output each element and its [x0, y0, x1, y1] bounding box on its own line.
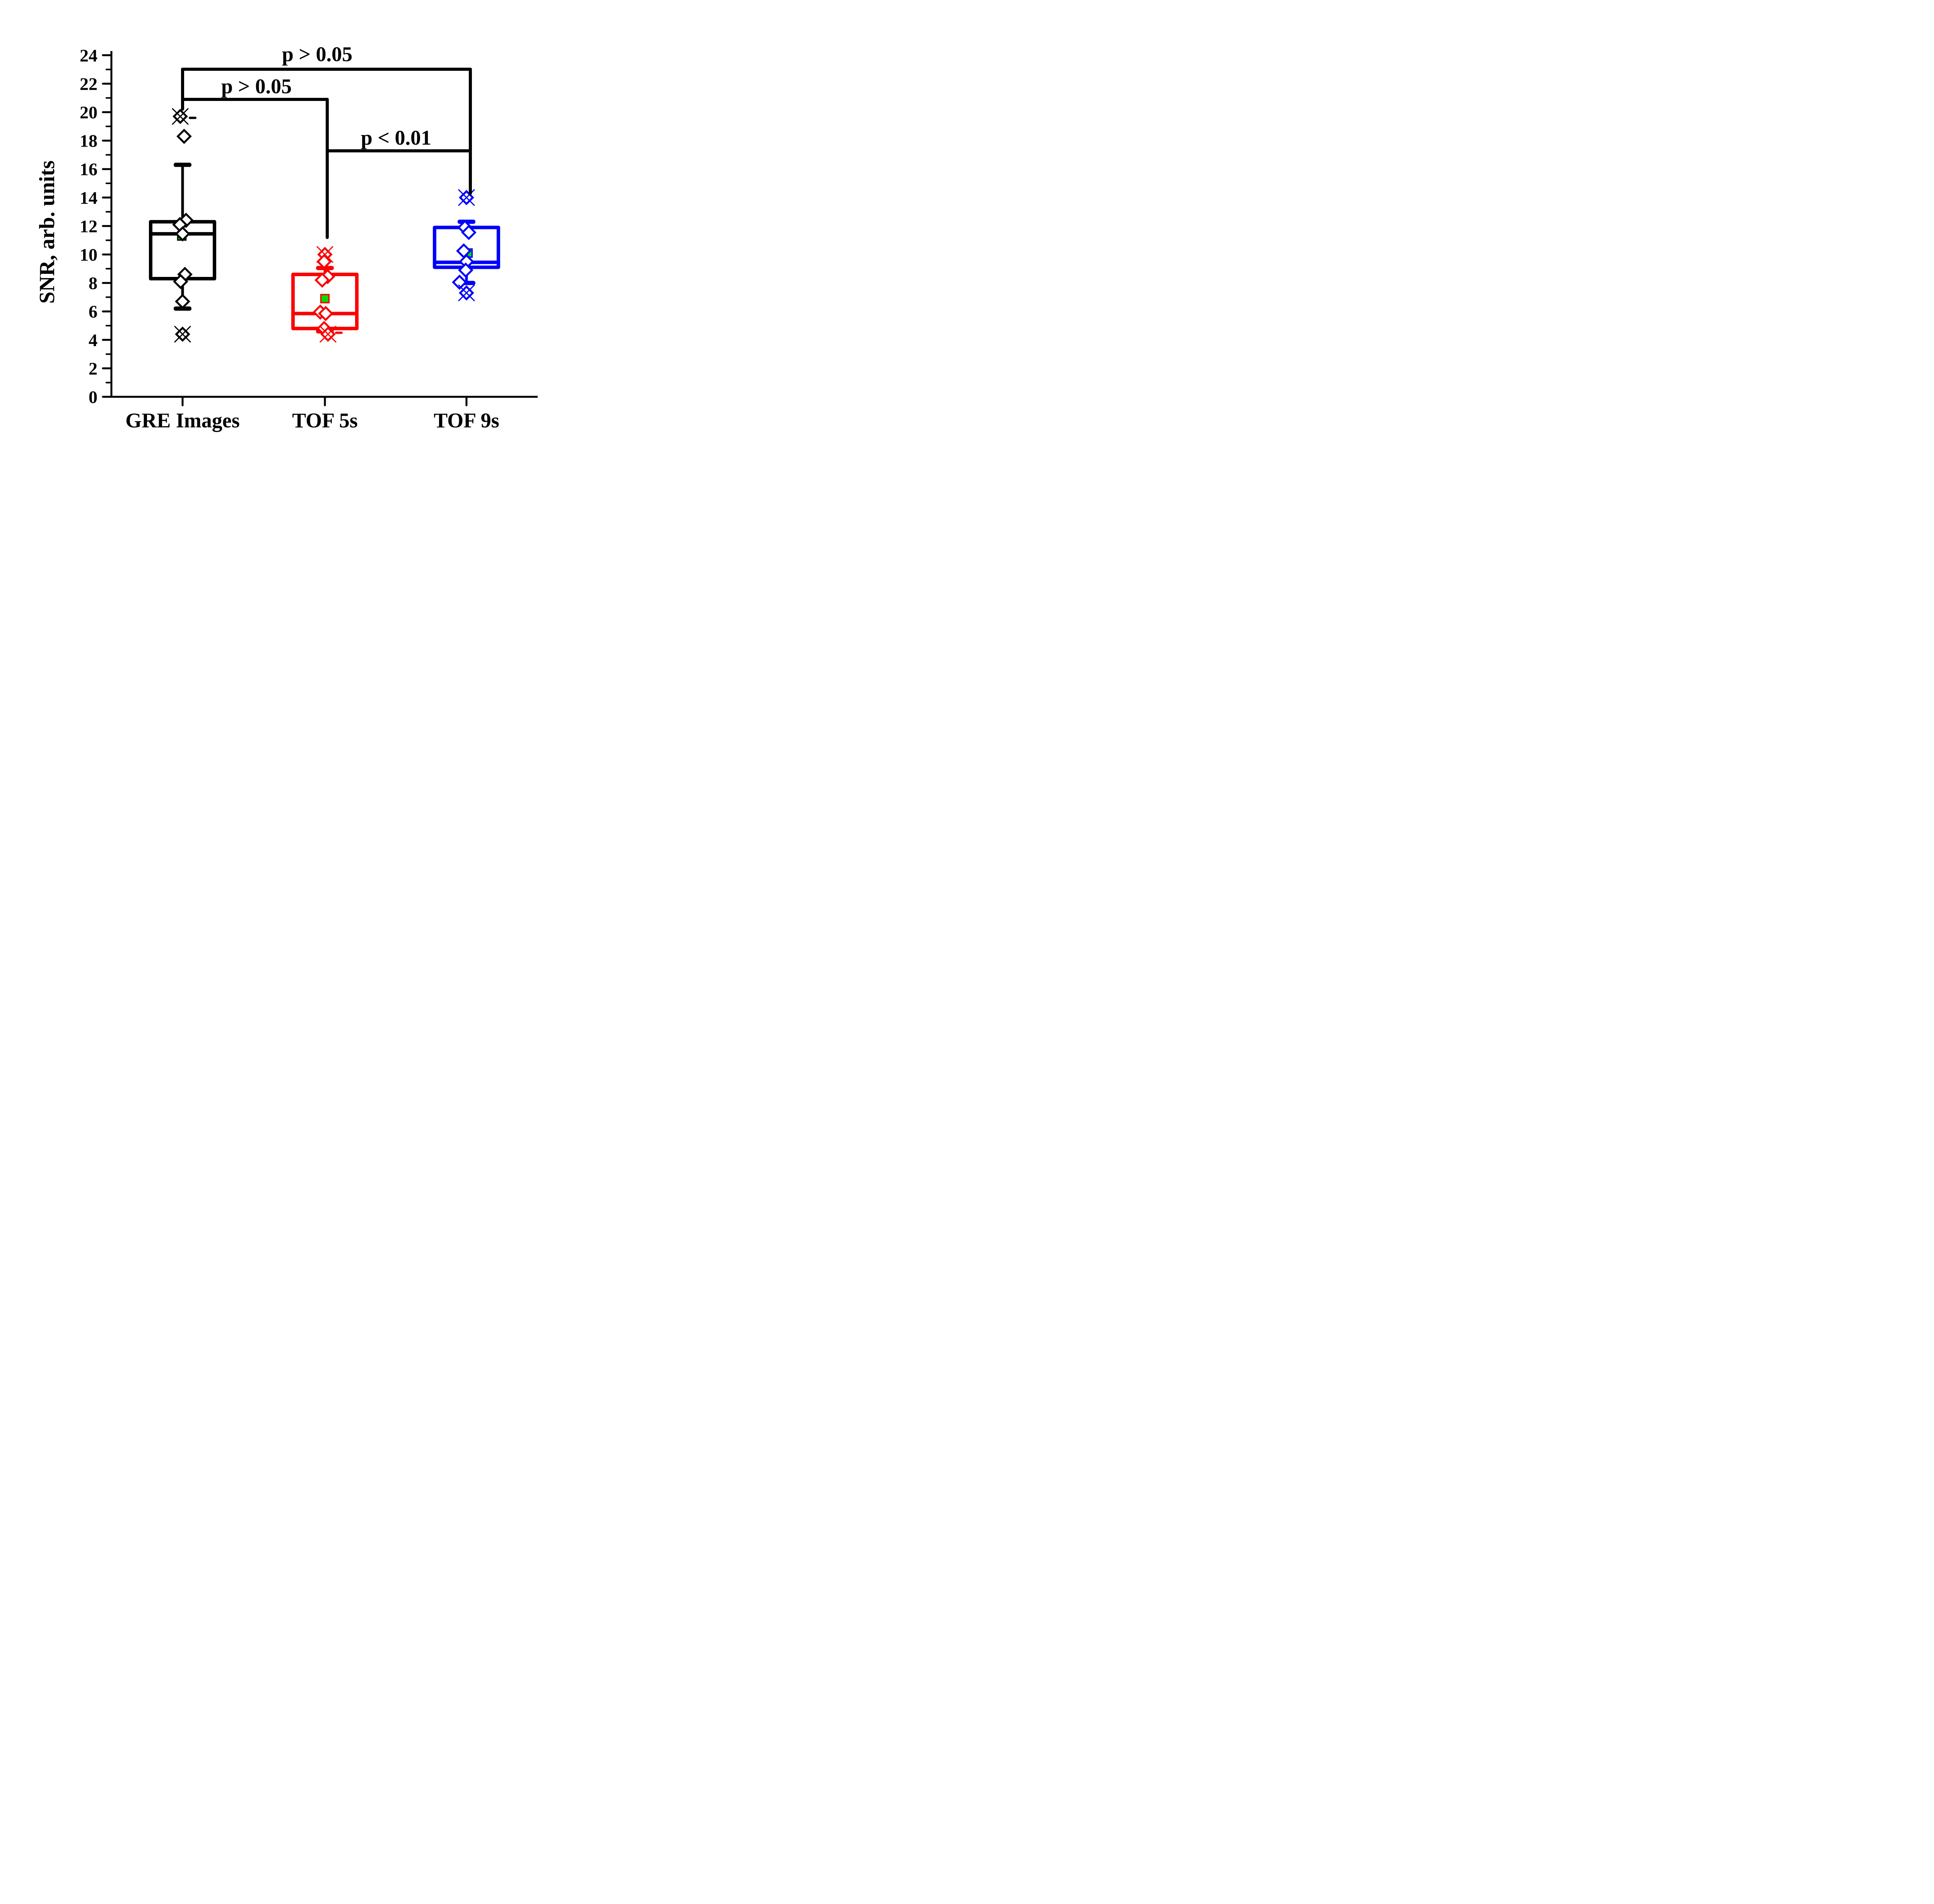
- y-tick-label: 8: [89, 273, 97, 293]
- extreme-dash-marker: [189, 116, 196, 119]
- data-point-diamond: [458, 262, 473, 278]
- significance-bracket-0: [181, 68, 472, 195]
- x-category-label: TOF 5s: [292, 409, 358, 432]
- mean-square: [320, 294, 330, 304]
- data-point-diamond: [452, 274, 467, 290]
- y-tick-label: 6: [89, 302, 97, 321]
- significance-label: p > 0.05: [282, 43, 352, 66]
- y-tick-label: 10: [80, 245, 97, 265]
- y-tick-label: 16: [80, 159, 97, 179]
- significance-label: p < 0.01: [361, 126, 431, 149]
- y-axis-title: SNR, arb. units: [35, 161, 59, 304]
- box-group-tof-9s: [433, 189, 500, 301]
- y-tick-label: 20: [80, 102, 97, 122]
- y-tick-label: 14: [80, 188, 97, 208]
- extreme-x-marker: [172, 108, 189, 125]
- y-tick-label: 24: [80, 46, 97, 65]
- y-tick-label: 22: [80, 74, 97, 94]
- data-point-diamond: [173, 274, 188, 289]
- data-point-diamond: [318, 306, 333, 321]
- data-point-diamond: [176, 128, 192, 144]
- extreme-dash-marker: [335, 331, 343, 334]
- data-point-diamond: [456, 243, 472, 259]
- data-point-diamond: [461, 225, 477, 240]
- y-tick-label: 2: [89, 359, 97, 378]
- significance-label: p > 0.05: [221, 75, 292, 98]
- extreme-x-marker: [319, 326, 337, 343]
- data-point-diamond: [175, 294, 190, 309]
- x-category-label: TOF 9s: [434, 409, 499, 432]
- y-tick-label: 0: [89, 387, 97, 407]
- significance-bracket-1: [181, 98, 329, 239]
- y-tick-label: 4: [89, 330, 97, 350]
- data-point-diamond: [175, 226, 190, 242]
- box-group-tof-5s: [291, 246, 359, 343]
- data-point-diamond: [459, 254, 474, 270]
- y-tick-label: 12: [80, 216, 97, 236]
- boxplot-figure: 0 2 4 6 8 10 12 14 16 18 20 22 24 GRE Images TOF 5s TOF…: [0, 0, 622, 476]
- data-point-diamond: [314, 272, 330, 288]
- extreme-x-marker: [174, 326, 191, 343]
- x-category-label: GRE Images: [125, 409, 240, 432]
- whisker-cap-top: [174, 162, 191, 167]
- extreme-x-marker: [458, 284, 475, 301]
- y-tick-label: 18: [80, 131, 97, 151]
- box-group-gre-images: [149, 108, 216, 343]
- extreme-x-marker: [316, 246, 333, 263]
